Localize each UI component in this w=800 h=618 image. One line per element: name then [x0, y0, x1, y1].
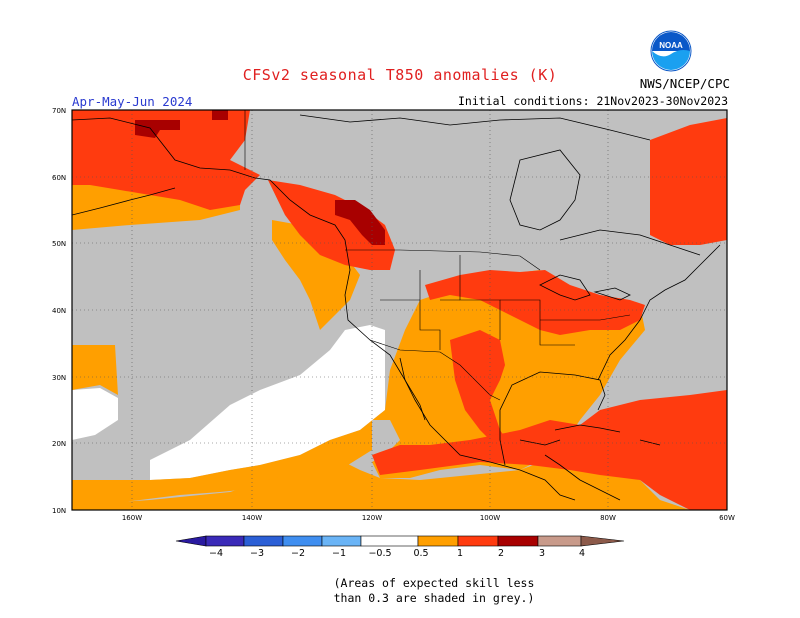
colorbar-left-arrow: [175, 535, 207, 547]
lat-label: 30N: [52, 374, 66, 382]
redorange-anomaly-region: [268, 180, 395, 270]
graticule: [72, 110, 727, 510]
colorbar-swatch: [243, 535, 284, 547]
colorbar-swatch: [537, 535, 582, 547]
lat-labels: 70N 60N 50N 40N 30N 20N 10N: [52, 107, 66, 515]
redorange-anomaly-region: [372, 390, 727, 510]
agency-label: NWS/NCEP/CPC: [639, 76, 730, 91]
colorbar-label: −0.5: [368, 548, 391, 559]
colorbar-label: 1: [457, 548, 463, 559]
political-borders: [244, 110, 631, 401]
lat-label: 60N: [52, 174, 66, 182]
lon-label: 60W: [719, 514, 735, 522]
colorbar: [175, 535, 625, 547]
colorbar-label: 0.5: [413, 548, 428, 559]
lat-label: 40N: [52, 307, 66, 315]
orange-anomaly-region: [72, 345, 118, 395]
colorbar-swatch: [417, 535, 459, 547]
colorbar-right-arrow: [580, 535, 625, 547]
footnote-line-2: than 0.3 are shaded in grey.): [333, 591, 535, 605]
redorange-anomaly-region: [450, 330, 510, 450]
lon-label: 80W: [600, 514, 616, 522]
chart-title: CFSv2 seasonal T850 anomalies (K): [242, 66, 558, 84]
lat-label: 20N: [52, 440, 66, 448]
lat-label: 70N: [52, 107, 66, 115]
colorbar-swatch: [282, 535, 323, 547]
colorbar-label: 3: [539, 548, 545, 559]
colorbar-label: −3: [250, 548, 264, 559]
colorbar-swatch: [360, 535, 419, 547]
darkred-anomaly-region: [212, 110, 228, 120]
noaa-logo: NOAA: [650, 30, 692, 72]
lat-label: 10N: [52, 507, 66, 515]
coastlines: [72, 114, 721, 501]
footnote-line-1: (Areas of expected skill less: [333, 576, 535, 590]
redorange-anomaly-region: [72, 110, 260, 210]
colorbar-label: −2: [291, 548, 305, 559]
colorbar-label: 4: [579, 548, 585, 559]
skill-footnote: (Areas of expected skill less than 0.3 a…: [0, 576, 800, 606]
forecast-period: Apr-May-Jun 2024: [72, 94, 193, 109]
colorbar-label: 2: [498, 548, 504, 559]
colorbar-labels: −4 −3 −2 −1 −0.5 0.5 1 2 3 4: [209, 548, 585, 559]
orange-anomaly-region: [72, 455, 690, 510]
map-frame: [71, 109, 728, 511]
orange-anomaly-region: [272, 220, 360, 330]
redorange-anomaly-region: [650, 118, 727, 245]
colorbar-swatch: [321, 535, 362, 547]
lon-label: 100W: [480, 514, 500, 522]
colorbar-swatch: [497, 535, 539, 547]
lon-label: 160W: [122, 514, 142, 522]
darkred-anomaly-region: [335, 200, 385, 245]
lon-labels: 160W 140W 120W 100W 80W 60W: [122, 514, 735, 522]
logo-text: NOAA: [659, 41, 683, 50]
colorbar-label: −4: [209, 548, 223, 559]
white-pacific-region: [150, 325, 385, 480]
white-pacific-region: [72, 388, 118, 440]
lon-label: 140W: [242, 514, 262, 522]
lon-label: 120W: [362, 514, 382, 522]
darkred-anomaly-region: [135, 120, 180, 138]
lat-label: 50N: [52, 240, 66, 248]
colorbar-swatch: [457, 535, 499, 547]
colorbar-swatch: [205, 535, 245, 547]
redorange-anomaly-region: [425, 270, 645, 335]
colorbar-label: −1: [332, 548, 346, 559]
initial-conditions: Initial conditions: 21Nov2023-30Nov2023: [457, 94, 728, 108]
